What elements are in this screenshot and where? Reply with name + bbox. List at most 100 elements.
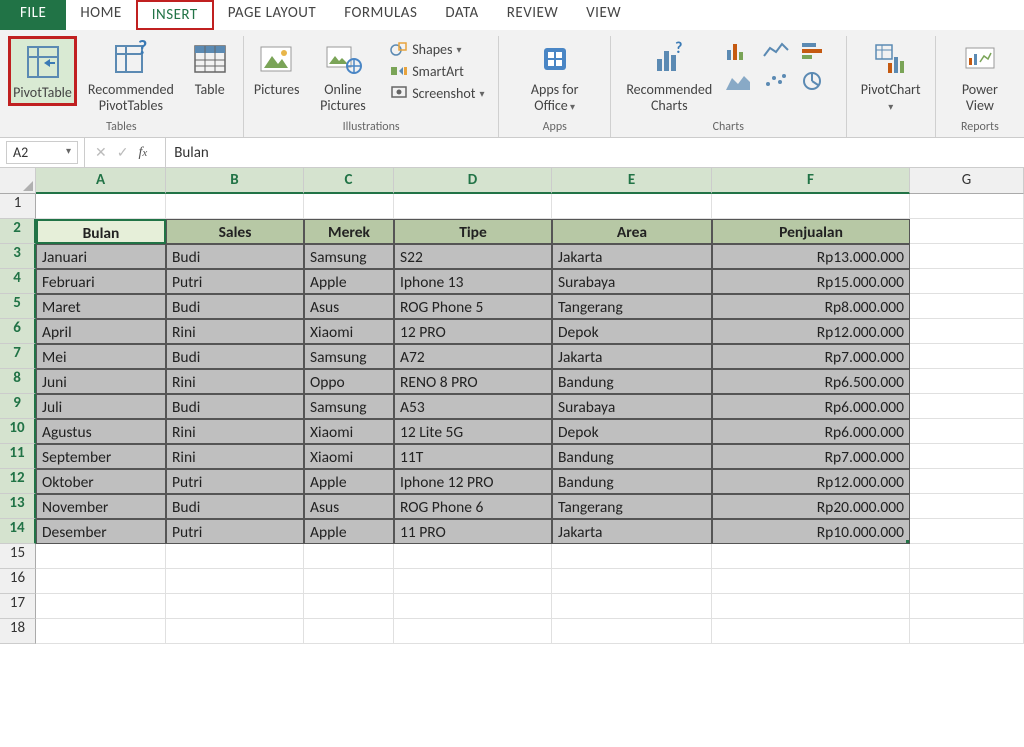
col-header-B[interactable]: B: [166, 168, 304, 194]
cell-F14[interactable]: Rp10.000.000: [712, 519, 910, 544]
cell-D15[interactable]: [394, 544, 552, 569]
cell-A16[interactable]: [36, 569, 166, 594]
cell-E7[interactable]: Jakarta: [552, 344, 712, 369]
row-header-10[interactable]: 10: [0, 419, 36, 444]
pivotchart-button[interactable]: PivotChart: [855, 36, 927, 116]
cell-D14[interactable]: 11 PRO: [394, 519, 552, 544]
cell-F6[interactable]: Rp12.000.000: [712, 319, 910, 344]
cell-F13[interactable]: Rp20.000.000: [712, 494, 910, 519]
row-header-2[interactable]: 2: [0, 219, 36, 244]
cell-G13[interactable]: [910, 494, 1024, 519]
cell-G11[interactable]: [910, 444, 1024, 469]
cell-B11[interactable]: Rini: [166, 444, 304, 469]
cell-A8[interactable]: Juni: [36, 369, 166, 394]
cell-A10[interactable]: Agustus: [36, 419, 166, 444]
cell-F8[interactable]: Rp6.500.000: [712, 369, 910, 394]
cell-F5[interactable]: Rp8.000.000: [712, 294, 910, 319]
cell-B9[interactable]: Budi: [166, 394, 304, 419]
cell-A4[interactable]: Februari: [36, 269, 166, 294]
cell-G3[interactable]: [910, 244, 1024, 269]
cell-F16[interactable]: [712, 569, 910, 594]
cell-G8[interactable]: [910, 369, 1024, 394]
cell-F12[interactable]: Rp12.000.000: [712, 469, 910, 494]
cell-E15[interactable]: [552, 544, 712, 569]
cell-B8[interactable]: Rini: [166, 369, 304, 394]
row-header-16[interactable]: 16: [0, 569, 36, 594]
cell-B4[interactable]: Putri: [166, 269, 304, 294]
cell-A5[interactable]: Maret: [36, 294, 166, 319]
cell-D18[interactable]: [394, 619, 552, 644]
cell-E10[interactable]: Depok: [552, 419, 712, 444]
cell-C5[interactable]: Asus: [304, 294, 394, 319]
row-header-17[interactable]: 17: [0, 594, 36, 619]
formula-input[interactable]: Bulan: [166, 144, 1024, 162]
cell-B15[interactable]: [166, 544, 304, 569]
recommended-pivot-button[interactable]: ? Recommended PivotTables: [77, 36, 185, 116]
cell-D2[interactable]: Tipe: [394, 219, 552, 244]
cell-B3[interactable]: Budi: [166, 244, 304, 269]
cell-B13[interactable]: Budi: [166, 494, 304, 519]
cell-E2[interactable]: Area: [552, 219, 712, 244]
cell-B6[interactable]: Rini: [166, 319, 304, 344]
cell-A9[interactable]: Juli: [36, 394, 166, 419]
cell-E1[interactable]: [552, 194, 712, 219]
row-header-8[interactable]: 8: [0, 369, 36, 394]
cell-E14[interactable]: Jakarta: [552, 519, 712, 544]
row-header-12[interactable]: 12: [0, 469, 36, 494]
cell-G16[interactable]: [910, 569, 1024, 594]
cell-F9[interactable]: Rp6.000.000: [712, 394, 910, 419]
cell-F2[interactable]: Penjualan: [712, 219, 910, 244]
cell-B12[interactable]: Putri: [166, 469, 304, 494]
row-header-14[interactable]: 14: [0, 519, 36, 544]
cell-F4[interactable]: Rp15.000.000: [712, 269, 910, 294]
cell-D1[interactable]: [394, 194, 552, 219]
chart-line-button[interactable]: [762, 40, 796, 66]
row-header-5[interactable]: 5: [0, 294, 36, 319]
cell-B17[interactable]: [166, 594, 304, 619]
row-header-13[interactable]: 13: [0, 494, 36, 519]
online-pictures-button[interactable]: Online Pictures: [302, 36, 385, 116]
row-header-15[interactable]: 15: [0, 544, 36, 569]
cell-A13[interactable]: November: [36, 494, 166, 519]
row-header-11[interactable]: 11: [0, 444, 36, 469]
cell-D5[interactable]: ROG Phone 5: [394, 294, 552, 319]
cell-D6[interactable]: 12 PRO: [394, 319, 552, 344]
cell-A2[interactable]: Bulan: [36, 219, 166, 244]
cell-C8[interactable]: Oppo: [304, 369, 394, 394]
fx-icon[interactable]: fx: [138, 145, 155, 161]
cell-C3[interactable]: Samsung: [304, 244, 394, 269]
cell-G18[interactable]: [910, 619, 1024, 644]
cell-A3[interactable]: Januari: [36, 244, 166, 269]
tab-view[interactable]: VIEW: [572, 0, 635, 30]
cell-E9[interactable]: Surabaya: [552, 394, 712, 419]
row-header-1[interactable]: 1: [0, 194, 36, 219]
cell-F17[interactable]: [712, 594, 910, 619]
cell-C9[interactable]: Samsung: [304, 394, 394, 419]
cell-G12[interactable]: [910, 469, 1024, 494]
cell-A11[interactable]: September: [36, 444, 166, 469]
cell-E11[interactable]: Bandung: [552, 444, 712, 469]
cell-F18[interactable]: [712, 619, 910, 644]
name-box[interactable]: A2: [6, 141, 78, 164]
cell-F3[interactable]: Rp13.000.000: [712, 244, 910, 269]
cell-C13[interactable]: Asus: [304, 494, 394, 519]
cell-E17[interactable]: [552, 594, 712, 619]
cell-B14[interactable]: Putri: [166, 519, 304, 544]
cell-G9[interactable]: [910, 394, 1024, 419]
cell-G17[interactable]: [910, 594, 1024, 619]
cell-G7[interactable]: [910, 344, 1024, 369]
table-button[interactable]: Table: [185, 36, 235, 100]
cell-C6[interactable]: Xiaomi: [304, 319, 394, 344]
cell-C15[interactable]: [304, 544, 394, 569]
cell-D8[interactable]: RENO 8 PRO: [394, 369, 552, 394]
cell-F1[interactable]: [712, 194, 910, 219]
shapes-button[interactable]: Shapes▾: [390, 40, 484, 58]
cell-C12[interactable]: Apple: [304, 469, 394, 494]
spreadsheet-grid[interactable]: ABCDEFG12BulanSalesMerekTipeAreaPenjuala…: [0, 168, 1024, 644]
cell-B16[interactable]: [166, 569, 304, 594]
cell-A14[interactable]: Desember: [36, 519, 166, 544]
cell-C7[interactable]: Samsung: [304, 344, 394, 369]
cell-G5[interactable]: [910, 294, 1024, 319]
cell-E16[interactable]: [552, 569, 712, 594]
cell-B1[interactable]: [166, 194, 304, 219]
